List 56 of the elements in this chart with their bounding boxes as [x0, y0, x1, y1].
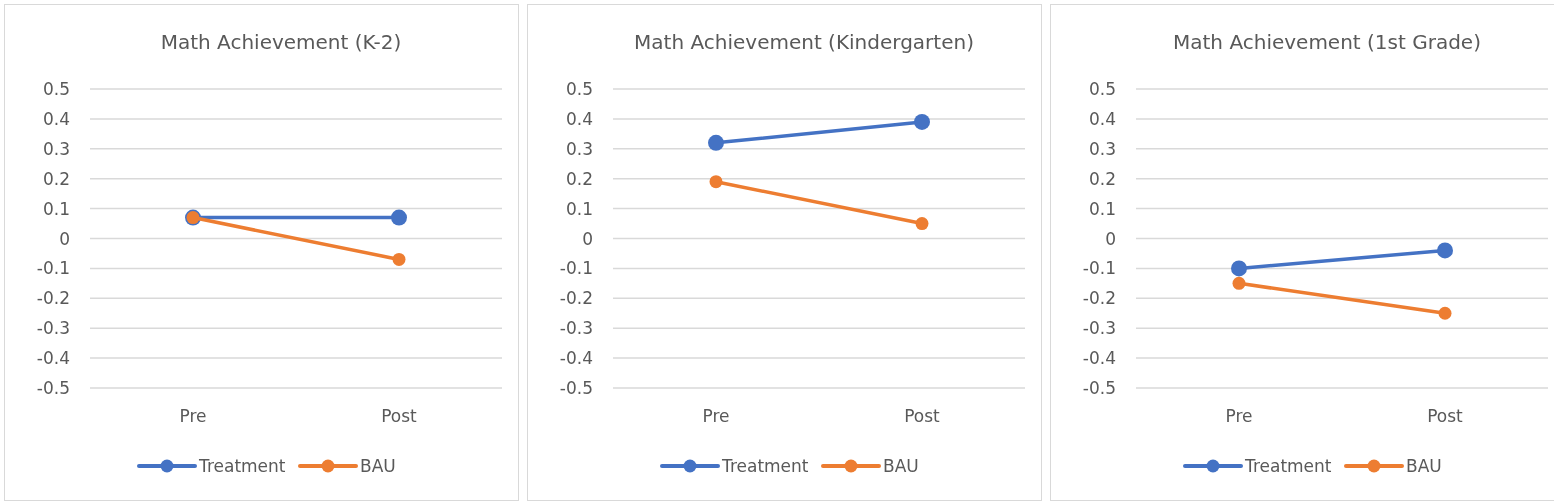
y-tick-label: -0.3: [559, 318, 593, 339]
y-tick-label: 0.3: [1088, 138, 1116, 159]
x-tick-label: Post: [381, 406, 418, 426]
y-tick-label: 0.2: [1088, 168, 1116, 189]
y-tick-label: 0.1: [1088, 198, 1116, 219]
y-tick-label: -0.5: [559, 378, 593, 398]
y-tick-label: 0: [59, 228, 70, 249]
y-tick-label: 0.2: [42, 168, 70, 189]
y-tick-label: 0: [582, 228, 593, 249]
y-tick-label: -0.4: [36, 348, 70, 369]
point: [914, 113, 930, 130]
y-tick-label: 0: [1105, 228, 1116, 249]
y-tick-label: 0.4: [42, 108, 70, 129]
y-tick-label: -0.4: [1082, 348, 1116, 369]
point: [708, 134, 724, 151]
point: [915, 217, 929, 231]
y-tick-label: 0.1: [565, 198, 593, 219]
chart-title: Math Achievement (Kindergarten): [634, 30, 974, 54]
y-tick-label: -0.5: [1082, 378, 1116, 398]
x-tick-label: Pre: [179, 406, 207, 426]
y-tick-label: -0.2: [1082, 288, 1116, 309]
y-tick-label: 0.1: [42, 198, 70, 219]
chart-title: Math Achievement (K-2): [160, 30, 402, 54]
y-tick-label: -0.1: [559, 258, 593, 279]
y-tick-label: -0.1: [36, 258, 70, 279]
y-tick-label: -0.3: [36, 318, 70, 339]
x-tick-label: Post: [1427, 406, 1464, 426]
y-tick-label: -0.2: [559, 288, 593, 309]
y-tick-label: 0.5: [565, 79, 593, 99]
y-tick-label: -0.3: [1082, 318, 1116, 339]
y-tick-label: 0.3: [42, 138, 70, 159]
legend-label: Treatment: [1244, 456, 1332, 476]
point: [1232, 276, 1246, 290]
legend-label: Treatment: [721, 456, 809, 476]
point: [1438, 306, 1452, 320]
y-tick-label: 0.5: [42, 79, 70, 99]
legend-label: BAU: [360, 456, 396, 476]
y-tick-label: -0.1: [1082, 258, 1116, 279]
x-tick-label: Pre: [1225, 406, 1253, 426]
y-tick-label: -0.2: [36, 288, 70, 309]
chart-title: Math Achievement (1st Grade): [1173, 30, 1481, 54]
point: [1437, 242, 1453, 259]
y-tick-label: 0.4: [565, 108, 593, 129]
y-tick-label: 0.2: [565, 168, 593, 189]
y-tick-label: -0.5: [36, 378, 70, 398]
point: [709, 175, 723, 189]
x-tick-label: Post: [904, 406, 941, 426]
point: [1231, 260, 1247, 277]
legend-label: BAU: [883, 456, 919, 476]
y-tick-label: 0.4: [1088, 108, 1116, 129]
y-tick-label: 0.5: [1088, 79, 1116, 99]
legend-label: Treatment: [198, 456, 286, 476]
x-tick-label: Pre: [702, 406, 730, 426]
legend-label: BAU: [1406, 456, 1442, 476]
y-tick-label: 0.3: [565, 138, 593, 159]
y-tick-label: -0.4: [559, 348, 593, 369]
